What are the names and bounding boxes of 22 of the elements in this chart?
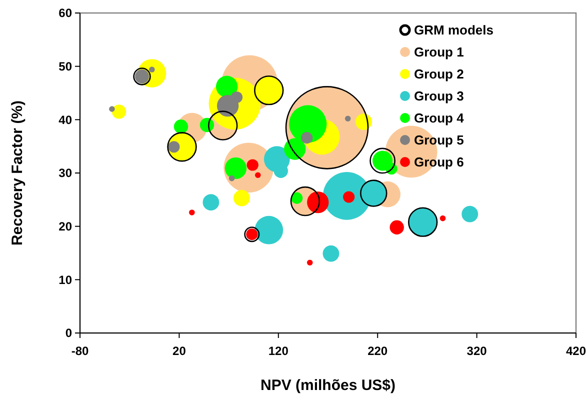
legend-label: Group 1: [414, 44, 464, 60]
legend-label: Group 2: [414, 66, 464, 82]
x-tick-label: 20: [172, 344, 186, 358]
x-tick-label: 420: [566, 344, 586, 358]
y-tick-label: 40: [58, 112, 72, 127]
legend-label: Group 5: [414, 132, 464, 148]
y-axis-title: Recovery Factor (%): [9, 100, 26, 246]
y-tick-label: 20: [58, 220, 72, 234]
x-tick-label: 220: [368, 344, 388, 358]
legend-label: GRM models: [414, 22, 494, 38]
x-tick-label: 120: [268, 344, 289, 358]
y-tick-label: 60: [58, 6, 72, 20]
x-tick-label: 320: [466, 344, 488, 358]
y-tick-label: 0: [65, 326, 72, 340]
y-tick-label: 50: [58, 60, 72, 74]
y-tick-label: 10: [58, 272, 72, 287]
x-tick-label: -80: [71, 344, 89, 358]
legend-label: Group 6: [414, 154, 464, 170]
legend-label: Group 3: [414, 88, 464, 104]
x-axis-title: NPV (milhões US$): [260, 377, 396, 394]
y-tick-label: 30: [58, 166, 72, 180]
legend-label: Group 4: [414, 110, 465, 126]
